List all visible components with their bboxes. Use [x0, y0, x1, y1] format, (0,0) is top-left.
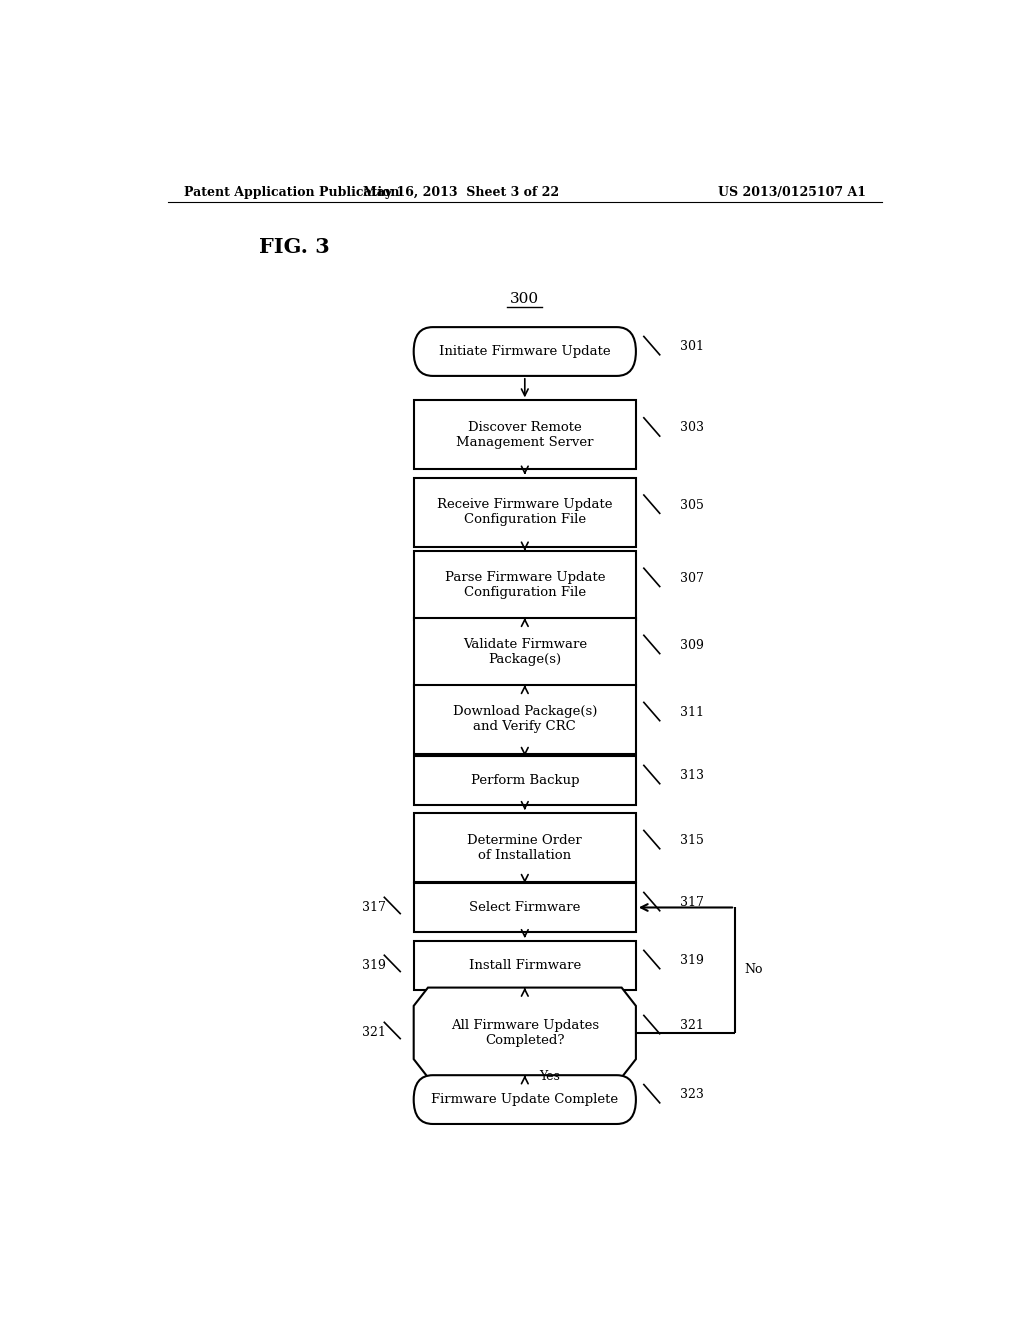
Text: Yes: Yes [539, 1069, 560, 1082]
Text: US 2013/0125107 A1: US 2013/0125107 A1 [718, 186, 866, 199]
Bar [414, 618, 636, 686]
Text: Firmware Update Complete: Firmware Update Complete [431, 1093, 618, 1106]
Text: Validate Firmware
Package(s): Validate Firmware Package(s) [463, 639, 587, 667]
Bar [414, 813, 636, 882]
Text: 319: 319 [680, 954, 703, 968]
Text: Discover Remote
Management Server: Discover Remote Management Server [456, 421, 594, 449]
Text: Download Package(s)
and Verify CRC: Download Package(s) and Verify CRC [453, 705, 597, 734]
Text: 317: 317 [680, 896, 703, 909]
Text: Parse Firmware Update
Configuration File: Parse Firmware Update Configuration File [444, 572, 605, 599]
Bar [414, 478, 636, 546]
Text: 307: 307 [680, 572, 703, 585]
Text: 303: 303 [680, 421, 703, 434]
Polygon shape [414, 987, 636, 1077]
Text: 321: 321 [680, 1019, 703, 1032]
Bar [414, 400, 636, 470]
Text: Perform Backup: Perform Backup [471, 774, 579, 787]
Bar [414, 685, 636, 754]
Text: 315: 315 [680, 834, 703, 847]
Text: Install Firmware: Install Firmware [469, 958, 581, 972]
Text: No: No [744, 964, 763, 977]
FancyBboxPatch shape [414, 1076, 636, 1125]
Bar [414, 883, 636, 932]
Text: Patent Application Publication: Patent Application Publication [183, 186, 399, 199]
Text: 321: 321 [362, 1026, 386, 1039]
Bar [414, 756, 636, 805]
Text: May 16, 2013  Sheet 3 of 22: May 16, 2013 Sheet 3 of 22 [364, 186, 559, 199]
Text: 305: 305 [680, 499, 703, 512]
Text: 323: 323 [680, 1088, 703, 1101]
Text: Select Firmware: Select Firmware [469, 902, 581, 913]
Text: 317: 317 [362, 902, 386, 913]
Bar [414, 550, 636, 620]
Text: 311: 311 [680, 706, 703, 719]
Text: Determine Order
of Installation: Determine Order of Installation [467, 833, 583, 862]
FancyBboxPatch shape [414, 327, 636, 376]
Text: FIG. 3: FIG. 3 [259, 236, 330, 257]
Text: 319: 319 [362, 958, 386, 972]
Text: Receive Firmware Update
Configuration File: Receive Firmware Update Configuration Fi… [437, 498, 612, 527]
Text: All Firmware Updates
Completed?: All Firmware Updates Completed? [451, 1019, 599, 1047]
Text: Initiate Firmware Update: Initiate Firmware Update [439, 345, 610, 358]
Text: 301: 301 [680, 341, 703, 354]
Bar [414, 941, 636, 990]
Text: 300: 300 [510, 292, 540, 306]
Text: 313: 313 [680, 770, 703, 781]
Text: 309: 309 [680, 639, 703, 652]
